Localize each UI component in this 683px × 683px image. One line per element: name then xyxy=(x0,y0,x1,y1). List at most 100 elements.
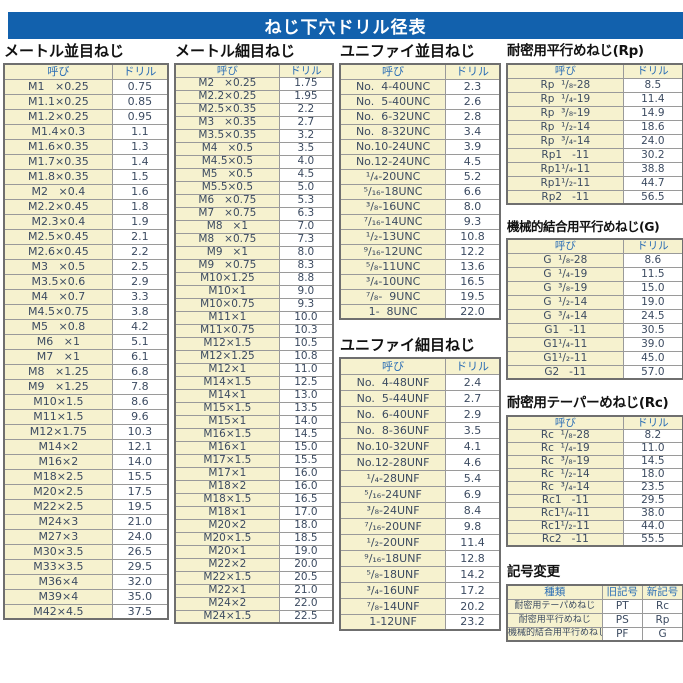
thread-name-cell: M2.5×0.35 xyxy=(174,102,280,117)
section-title-unified-fine: ユニファイ細目ねじ xyxy=(340,336,476,354)
table-row: 耐密用平行めねじ PS Rp xyxy=(506,612,683,628)
table-row: G ³/₈-19 15.0 xyxy=(506,280,683,296)
table-row: M16×1.5 14.5 xyxy=(174,427,334,442)
table-row: M14×1 13.0 xyxy=(174,388,334,403)
drill-value-cell: 26.5 xyxy=(111,543,169,560)
table-row: M12×1.75 10.3 xyxy=(3,423,169,440)
drill-value-cell: 24.0 xyxy=(622,133,683,149)
table-row: Rc1¹/₂-11 44.0 xyxy=(506,519,683,534)
thread-name-cell: M36×4 xyxy=(3,573,113,590)
thread-name-cell: Rp ¹/₂-14 xyxy=(506,119,624,135)
drill-value-cell: 44.0 xyxy=(622,519,683,534)
table-row: ¹/₂-13UNC 10.8 xyxy=(339,228,501,245)
drill-column-header: ドリル xyxy=(622,238,683,254)
name-column-header: 呼び xyxy=(506,415,624,430)
thread-name-cell: No. 8-32UNC xyxy=(339,123,447,140)
drill-value-cell: 11.0 xyxy=(622,441,683,456)
table-row: G ¹/₄-19 11.5 xyxy=(506,266,683,282)
table-header-row: 呼び ドリル xyxy=(506,63,683,79)
section-rc: 耐密用テーパーめねじ(Rc) 呼び ドリル Rc ¹/₈-28 8.2 Rc ¹/₄… xyxy=(506,394,683,547)
thread-name-cell: M16×2 xyxy=(3,453,113,470)
drill-value-cell: 4.0 xyxy=(278,154,334,169)
thread-name-cell: 1-12UNF xyxy=(339,613,447,631)
table-header-row: 呼び ドリル xyxy=(339,357,501,375)
table-row: M2.2×0.45 1.8 xyxy=(3,198,169,215)
table-row: M1.8×0.35 1.5 xyxy=(3,168,169,185)
table-row: M2 ×0.25 1.75 xyxy=(174,76,334,91)
table-row: M8 ×0.75 7.3 xyxy=(174,232,334,247)
thread-name-cell: G1¹/₄-11 xyxy=(506,336,624,352)
thread-name-cell: Rc1 -11 xyxy=(506,493,624,508)
thread-name-cell: ⁷/₁₆-20UNF xyxy=(339,517,447,535)
table-row: M3 ×0.35 2.7 xyxy=(174,115,334,130)
drill-value-cell: 2.1 xyxy=(111,228,169,245)
thread-name-cell: Rc ³/₄-14 xyxy=(506,480,624,495)
drill-value-cell: 23.2 xyxy=(445,613,501,631)
table-row: M36×4 32.0 xyxy=(3,573,169,590)
table-row: M4.5×0.5 4.0 xyxy=(174,154,334,169)
old-symbol-column-header: 旧記号 xyxy=(601,584,644,600)
drill-value-cell: 29.5 xyxy=(622,493,683,508)
table-row: M22×1.5 20.5 xyxy=(174,570,334,585)
symbol-change-table: 種類 旧記号 新記号 耐密用テーパめねじ PT Rc 耐密用平行めねじ PS Rp 機械的結… xyxy=(506,584,683,642)
drill-value-cell: 16.0 xyxy=(278,479,334,494)
name-column-header: 呼び xyxy=(339,63,447,80)
table-row: M22×1 21.0 xyxy=(174,583,334,598)
drill-value-cell: 14.2 xyxy=(445,565,501,583)
drill-value-cell: 7.8 xyxy=(111,378,169,395)
section-symbol-change: 記号変更 種類 旧記号 新記号 耐密用テーパめねじ PT Rc 耐密用平行めねじ PS R… xyxy=(506,563,683,642)
drill-value-cell: 2.2 xyxy=(278,102,334,117)
table-row: M8 ×1 7.0 xyxy=(174,219,334,234)
drill-value-cell: 4.1 xyxy=(445,437,501,455)
drill-value-cell: 22.0 xyxy=(278,596,334,611)
drill-value-cell: 11.5 xyxy=(622,266,683,282)
drill-value-cell: 20.2 xyxy=(445,597,501,615)
table-body: Rc ¹/₈-28 8.2 Rc ¹/₄-19 11.0 Rc ³/₈-19 14.5 Rc… xyxy=(506,428,683,547)
drill-value-cell: 19.5 xyxy=(111,498,169,515)
drill-value-cell: 32.0 xyxy=(111,573,169,590)
table-row: M2.2×0.25 1.95 xyxy=(174,89,334,104)
thread-name-cell: M4.5×0.5 xyxy=(174,154,280,169)
table-row: M18×2.5 15.5 xyxy=(3,468,169,485)
table-row: G ¹/₈-28 8.6 xyxy=(506,252,683,268)
thread-name-cell: M12×1 xyxy=(174,362,280,377)
name-column-header: 呼び xyxy=(3,63,113,80)
unified-fine-table: 呼び ドリル No. 4-48UNF 2.4 No. 5-44UNF 2.7 No. 6… xyxy=(339,357,501,631)
thread-name-cell: M24×1.5 xyxy=(174,609,280,624)
thread-name-cell: ³/₈-24UNF xyxy=(339,501,447,519)
thread-name-cell: M9 ×1.25 xyxy=(3,378,113,395)
table-row: ³/₄-10UNC 16.5 xyxy=(339,273,501,290)
thread-name-cell: 機械的結合用平行めねじ xyxy=(506,626,603,642)
drill-value-cell: 17.0 xyxy=(278,505,334,520)
table-row: M12×1.5 10.5 xyxy=(174,336,334,351)
thread-name-cell: No.12-24UNC xyxy=(339,153,447,170)
table-header-row: 呼び ドリル xyxy=(3,63,169,80)
drill-value-cell: 8.6 xyxy=(622,252,683,268)
drill-value-cell: 16.0 xyxy=(278,466,334,481)
table-row: G1 -11 30.5 xyxy=(506,322,683,338)
thread-name-cell: ⁵/₈-11UNC xyxy=(339,258,447,275)
thread-name-cell: M4.5×0.75 xyxy=(3,303,113,320)
thread-name-cell: M2.3×0.4 xyxy=(3,213,113,230)
drill-value-cell: 1.8 xyxy=(111,198,169,215)
section-title-metric-fine: メートル細目ねじ xyxy=(175,42,296,60)
drill-value-cell: 8.2 xyxy=(622,428,683,443)
table-row: M17×1 16.0 xyxy=(174,466,334,481)
section-g: 機械的結合用平行めねじ(G) 呼び ドリル G ¹/₈-28 8.6 G ¹/₄-1… xyxy=(506,217,683,380)
table-row: ⁷/₁₆-14UNC 9.3 xyxy=(339,213,501,230)
thread-name-cell: M27×3 xyxy=(3,528,113,545)
drill-value-cell: 9.6 xyxy=(111,408,169,425)
thread-name-cell: M1 ×0.25 xyxy=(3,78,113,95)
table-body: M1 ×0.25 0.75 M1.1×0.25 0.85 M1.2×0.25 0.95 M1… xyxy=(3,78,169,620)
drill-value-cell: 8.0 xyxy=(278,245,334,260)
table-row: ³/₄-16UNF 17.2 xyxy=(339,581,501,599)
drill-value-cell: 3.3 xyxy=(111,288,169,305)
thread-name-cell: M3.5×0.35 xyxy=(174,128,280,143)
drill-value-cell: 4.5 xyxy=(278,167,334,182)
thread-name-cell: M6 ×1 xyxy=(3,333,113,350)
drill-value-cell: 16.5 xyxy=(445,273,501,290)
column-pipe-threads: 耐密用平行めねじ(Rp) 呼び ドリル Rp ¹/₈-28 8.5 Rp ¹/₄-1… xyxy=(506,42,683,642)
table-body: M2 ×0.25 1.75 M2.2×0.25 1.95 M2.5×0.35 2.2 M3 … xyxy=(174,76,334,624)
thread-name-cell: No. 4-40UNC xyxy=(339,78,447,95)
drill-value-cell: 10.0 xyxy=(278,310,334,325)
